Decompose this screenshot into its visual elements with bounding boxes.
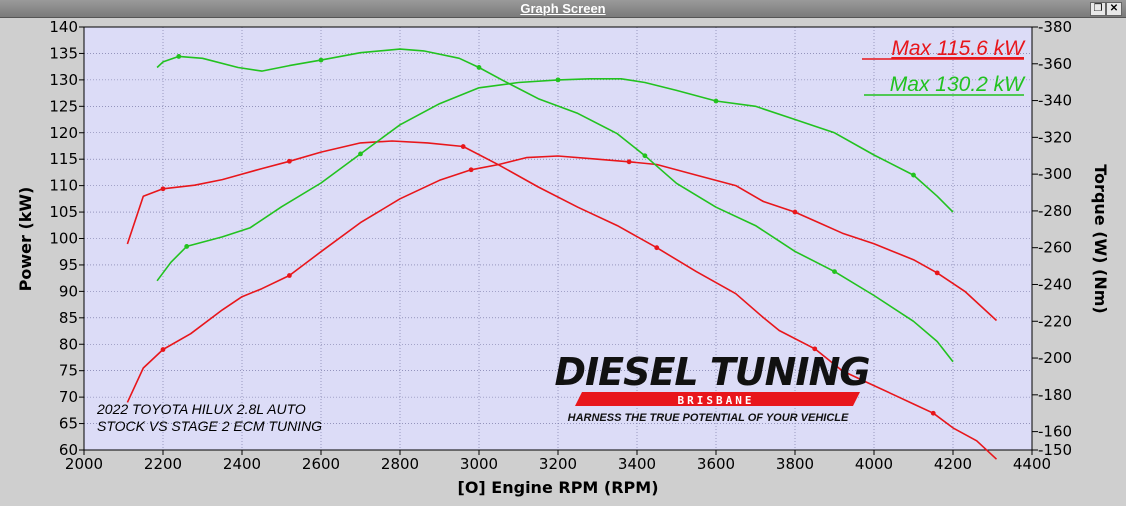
y-tick-label: 100 bbox=[49, 230, 78, 248]
y2-axis-title: Torque (W) (Nm) bbox=[1091, 164, 1110, 313]
plot-frame bbox=[83, 26, 1033, 451]
series-point bbox=[713, 98, 719, 104]
y-tick-label: 115 bbox=[49, 150, 78, 168]
x-tick-label: 2400 bbox=[223, 455, 261, 473]
x-tick-label: 2000 bbox=[65, 455, 103, 473]
series-line-1 bbox=[126, 155, 998, 403]
series-point bbox=[287, 273, 292, 278]
title-bar: Graph Screen ❐ ✕ bbox=[0, 0, 1126, 18]
series-point bbox=[184, 244, 190, 249]
x-tick-label: 2200 bbox=[144, 455, 182, 473]
y-tick-label: 85 bbox=[59, 309, 78, 327]
series-point bbox=[654, 245, 660, 251]
y2-tick-label: -220 bbox=[1038, 312, 1072, 330]
y-tick-label: 80 bbox=[59, 335, 78, 353]
y2-tick-label: -340 bbox=[1038, 92, 1072, 110]
series-point bbox=[476, 65, 482, 70]
series-point bbox=[812, 346, 818, 352]
series-point bbox=[468, 167, 474, 173]
y-tick-label: 125 bbox=[49, 97, 78, 115]
x-tick-label: 3400 bbox=[618, 455, 656, 473]
y-tick-label: 70 bbox=[59, 388, 78, 406]
x-tick-label: 4400 bbox=[1013, 455, 1051, 473]
y-axis-title: Power (kW) bbox=[16, 187, 35, 292]
close-icon[interactable]: ✕ bbox=[1106, 2, 1122, 16]
series-point bbox=[911, 172, 916, 178]
y2-tick-label: -160 bbox=[1038, 423, 1072, 441]
window-title: Graph Screen bbox=[520, 1, 606, 16]
logo-subtitle: BRISBANE bbox=[678, 394, 755, 407]
y2-tick-label: -260 bbox=[1038, 239, 1072, 257]
series-point bbox=[318, 57, 324, 63]
series-point bbox=[460, 144, 466, 149]
series-point bbox=[358, 151, 363, 157]
y-tick-label: 60 bbox=[59, 441, 78, 459]
y2-tick-label: -150 bbox=[1038, 441, 1072, 459]
y2-tick-label: -180 bbox=[1038, 386, 1072, 404]
logo-red-bar bbox=[575, 392, 860, 406]
y-tick-label: 140 bbox=[49, 18, 78, 36]
y2-tick-label: -360 bbox=[1038, 55, 1072, 73]
y2-tick-label: -300 bbox=[1038, 165, 1072, 183]
series-point bbox=[930, 410, 936, 416]
series-point bbox=[555, 77, 561, 83]
y-tick-label: 135 bbox=[49, 44, 78, 62]
y2-tick-label: -380 bbox=[1038, 18, 1072, 36]
y2-tick-label: -320 bbox=[1038, 128, 1072, 146]
series-line-2 bbox=[156, 48, 954, 363]
y-tick-label: 90 bbox=[59, 282, 78, 300]
x-tick-label: 3800 bbox=[776, 455, 814, 473]
x-tick-label: 2600 bbox=[302, 455, 340, 473]
series-point bbox=[160, 186, 166, 192]
series-point bbox=[792, 209, 798, 215]
tuning-annotation: STOCK VS STAGE 2 ECM TUNING bbox=[97, 418, 322, 434]
x-tick-label: 2800 bbox=[381, 455, 419, 473]
x-axis-title: [O] Engine RPM (RPM) bbox=[458, 478, 659, 497]
y-tick-label: 120 bbox=[49, 124, 78, 142]
series-point bbox=[626, 159, 632, 165]
series-line-0 bbox=[126, 140, 998, 460]
y2-tick-label: -240 bbox=[1038, 275, 1072, 293]
y-tick-label: 95 bbox=[59, 256, 78, 274]
dyno-chart: 2000 2200 2400 2600 2800 3000 3200 3400 3600 3800… bbox=[16, 18, 1110, 497]
diesel-tuning-logo: DIESEL TUNING BRISBANE HARNESS THE TRUE … bbox=[554, 350, 870, 424]
series-point bbox=[642, 153, 648, 159]
y-tick-label: 65 bbox=[59, 415, 78, 433]
y-tick-label: 105 bbox=[49, 203, 78, 221]
y2-tick-label: -280 bbox=[1038, 202, 1072, 220]
x-tick-label: 3000 bbox=[460, 455, 498, 473]
restore-icon[interactable]: ❐ bbox=[1090, 2, 1106, 16]
logo-tagline: HARNESS THE TRUE POTENTIAL OF YOUR VEHIC… bbox=[568, 412, 849, 424]
series-point bbox=[287, 158, 292, 164]
x-tick-label: 3200 bbox=[539, 455, 577, 473]
x-tick-label: 3600 bbox=[697, 455, 735, 473]
vehicle-annotation: 2022 TOYOTA HILUX 2.8L AUTO bbox=[96, 401, 306, 417]
series-group bbox=[126, 48, 998, 460]
series-point bbox=[832, 269, 837, 275]
y2-tick-labels: -150-160 -180 -200 -220 -240 -260 -280 -300 -320… bbox=[1038, 18, 1072, 459]
y-tick-label: 130 bbox=[49, 71, 78, 89]
y-tick-label: 75 bbox=[59, 362, 78, 380]
x-tick-label: 4000 bbox=[855, 455, 893, 473]
max-red-label: Max 115.6 kW bbox=[891, 37, 1026, 60]
series-point bbox=[160, 347, 166, 352]
y-tick-label: 110 bbox=[49, 177, 78, 195]
y2-tick-label: -200 bbox=[1038, 349, 1072, 367]
y-tick-labels: 60 65 70 75 80 85 90 95 100 105 110 115 120 125 130 135… bbox=[49, 18, 78, 459]
max-green-label: Max 130.2 kW bbox=[890, 73, 1026, 96]
x-tick-labels: 2000 2200 2400 2600 2800 3000 3200 3400 3600 3800… bbox=[65, 455, 1051, 473]
series-point bbox=[176, 54, 182, 59]
axes bbox=[79, 26, 1038, 455]
logo-title: DIESEL TUNING bbox=[554, 350, 869, 394]
series-point bbox=[934, 270, 940, 276]
x-tick-label: 4200 bbox=[934, 455, 972, 473]
